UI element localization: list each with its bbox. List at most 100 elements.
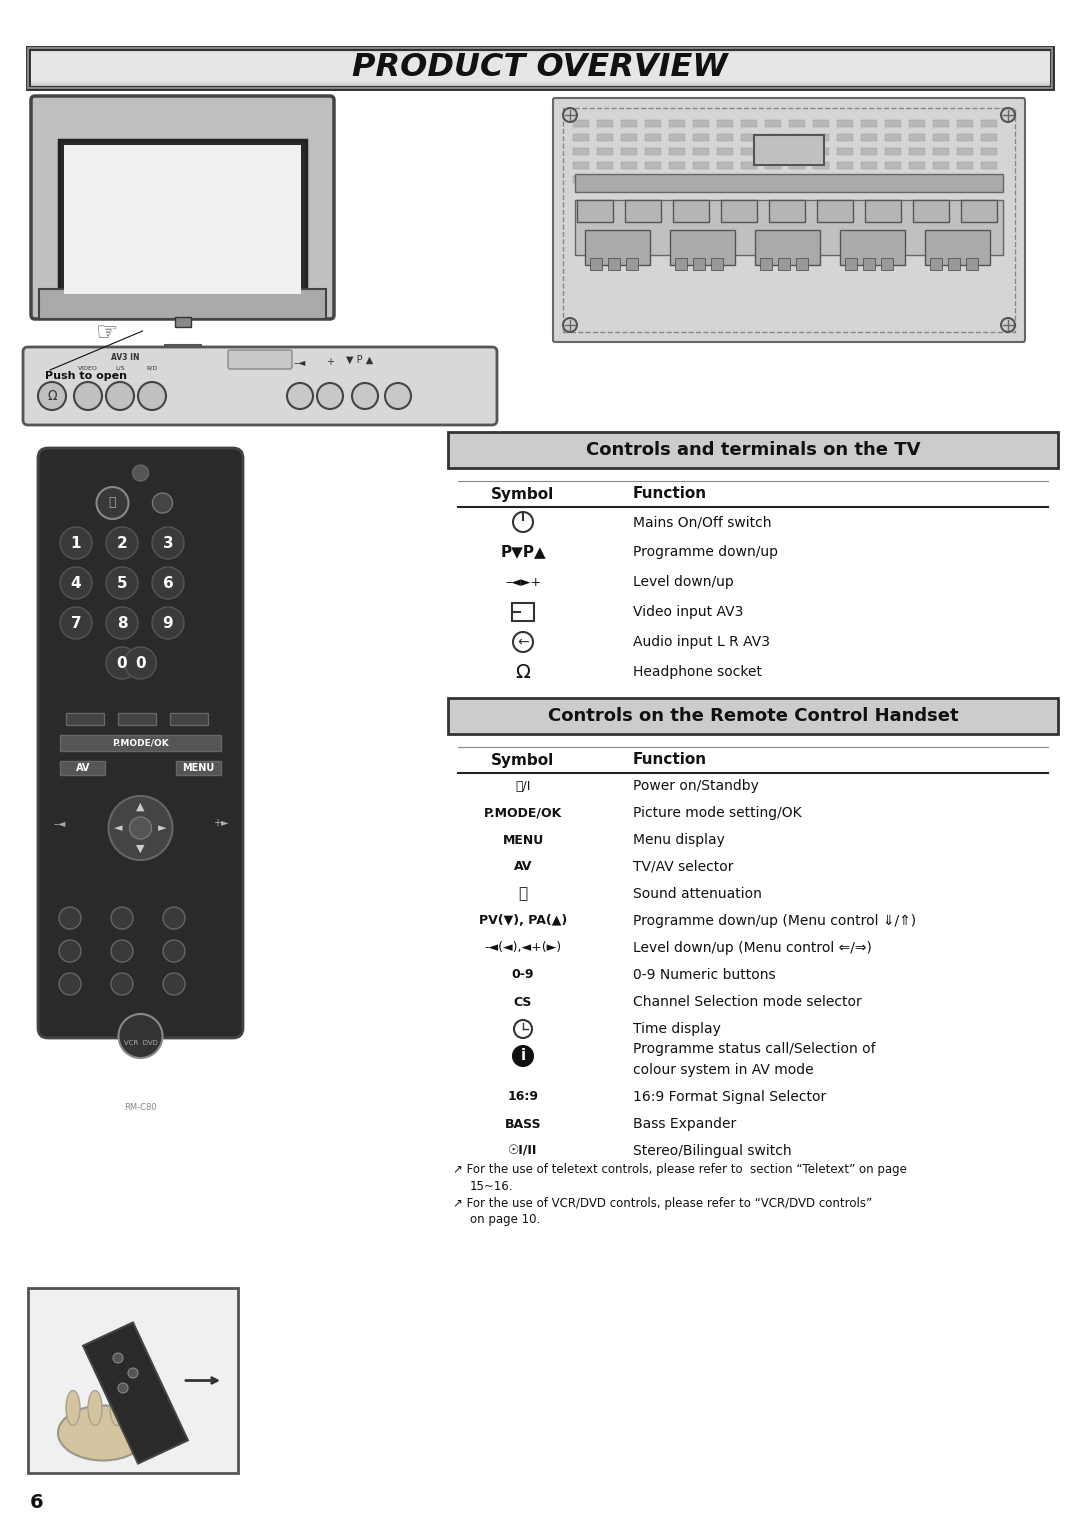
- Bar: [597, 162, 613, 169]
- Circle shape: [130, 816, 151, 839]
- Bar: [626, 258, 638, 270]
- Text: Channel Selection mode selector: Channel Selection mode selector: [633, 995, 862, 1009]
- Circle shape: [384, 383, 411, 409]
- Bar: [717, 175, 733, 183]
- Text: P.MODE/OK: P.MODE/OK: [484, 807, 562, 819]
- FancyBboxPatch shape: [228, 349, 292, 369]
- Circle shape: [124, 647, 157, 679]
- Text: Time display: Time display: [633, 1022, 720, 1036]
- Circle shape: [106, 607, 138, 639]
- Text: 9: 9: [163, 615, 173, 630]
- Circle shape: [59, 974, 81, 995]
- Text: P▼P▲: P▼P▲: [500, 545, 545, 560]
- Bar: [881, 258, 893, 270]
- Text: Ω: Ω: [48, 389, 57, 403]
- Text: Mains On/Off switch: Mains On/Off switch: [633, 514, 771, 530]
- Bar: [670, 230, 735, 266]
- Text: Programme down/up (Menu control ⇓/⇑): Programme down/up (Menu control ⇓/⇑): [633, 914, 916, 928]
- Bar: [625, 200, 661, 221]
- Bar: [861, 148, 877, 156]
- Text: 6: 6: [163, 575, 174, 591]
- Text: Programme status call/Selection of: Programme status call/Selection of: [633, 1042, 876, 1056]
- Text: 16:9: 16:9: [508, 1091, 539, 1103]
- Bar: [861, 175, 877, 183]
- FancyBboxPatch shape: [23, 346, 497, 426]
- Text: ⏻: ⏻: [109, 496, 117, 510]
- Bar: [865, 200, 901, 221]
- Bar: [913, 200, 949, 221]
- Text: RM-C80: RM-C80: [124, 1103, 157, 1112]
- Bar: [448, 432, 1058, 468]
- Text: 7: 7: [70, 615, 81, 630]
- Bar: [933, 175, 949, 183]
- Circle shape: [59, 906, 81, 929]
- Bar: [948, 258, 960, 270]
- Text: ←: ←: [517, 635, 529, 649]
- Circle shape: [111, 906, 133, 929]
- Bar: [741, 175, 757, 183]
- Bar: [28, 1288, 238, 1473]
- Bar: [741, 121, 757, 127]
- Bar: [28, 47, 1052, 89]
- Text: on page 10.: on page 10.: [470, 1213, 540, 1227]
- Circle shape: [133, 465, 149, 481]
- Bar: [59, 140, 306, 299]
- Bar: [837, 162, 853, 169]
- Circle shape: [129, 1367, 138, 1378]
- Bar: [39, 288, 326, 319]
- Text: ☉I/II: ☉I/II: [509, 1144, 538, 1158]
- Text: 1: 1: [71, 536, 81, 551]
- Bar: [861, 121, 877, 127]
- Text: ▼ P ▲: ▼ P ▲: [347, 356, 374, 365]
- Bar: [813, 121, 829, 127]
- Circle shape: [163, 974, 185, 995]
- Bar: [760, 258, 772, 270]
- Circle shape: [563, 108, 577, 122]
- Bar: [837, 175, 853, 183]
- Bar: [66, 713, 104, 725]
- Circle shape: [163, 906, 185, 929]
- Text: –◄►+: –◄►+: [505, 575, 541, 589]
- Bar: [597, 175, 613, 183]
- Text: Programme down/up: Programme down/up: [633, 545, 778, 559]
- Bar: [175, 317, 190, 327]
- Bar: [909, 121, 924, 127]
- Text: L/S: L/S: [116, 366, 125, 371]
- Circle shape: [106, 568, 138, 600]
- Text: Function: Function: [633, 752, 707, 768]
- Bar: [597, 134, 613, 140]
- Bar: [981, 175, 997, 183]
- Bar: [909, 148, 924, 156]
- Bar: [961, 200, 997, 221]
- Circle shape: [106, 382, 134, 410]
- Bar: [693, 134, 708, 140]
- FancyBboxPatch shape: [553, 98, 1025, 342]
- Bar: [669, 162, 685, 169]
- Text: Controls on the Remote Control Handset: Controls on the Remote Control Handset: [548, 707, 958, 725]
- Bar: [673, 200, 708, 221]
- Bar: [575, 174, 1003, 192]
- Bar: [28, 47, 1052, 89]
- Bar: [837, 134, 853, 140]
- Text: –◄: –◄: [54, 818, 66, 829]
- Bar: [861, 162, 877, 169]
- Bar: [885, 175, 901, 183]
- Text: Menu display: Menu display: [633, 833, 725, 847]
- Bar: [645, 148, 661, 156]
- Text: 4: 4: [70, 575, 81, 591]
- Bar: [957, 134, 973, 140]
- Bar: [789, 134, 805, 140]
- Text: Video input AV3: Video input AV3: [633, 604, 743, 620]
- Bar: [765, 162, 781, 169]
- Bar: [924, 230, 990, 266]
- Bar: [813, 148, 829, 156]
- Bar: [966, 258, 978, 270]
- Bar: [796, 258, 808, 270]
- Text: PV(▼), PA(▲): PV(▼), PA(▲): [478, 914, 567, 928]
- Text: TV/AV selector: TV/AV selector: [633, 861, 733, 874]
- Circle shape: [111, 940, 133, 961]
- Bar: [837, 148, 853, 156]
- Bar: [563, 108, 1015, 333]
- Bar: [573, 162, 589, 169]
- Bar: [981, 162, 997, 169]
